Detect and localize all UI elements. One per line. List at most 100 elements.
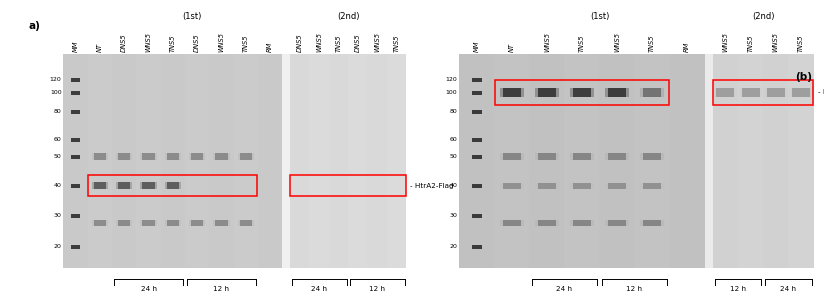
Text: - HtrA2-Flag: - HtrA2-Flag	[410, 183, 454, 189]
Bar	[535, 88, 538, 97]
Bar	[290, 54, 406, 268]
Bar	[608, 183, 626, 189]
Bar	[661, 153, 664, 160]
Text: DNS5: DNS5	[194, 33, 200, 52]
Text: DNS5: DNS5	[355, 33, 361, 52]
Bar	[185, 54, 209, 268]
Bar	[63, 54, 88, 268]
Bar	[472, 184, 482, 188]
Bar	[556, 153, 559, 160]
Text: 30: 30	[54, 213, 62, 218]
Text: 12 h: 12 h	[730, 286, 746, 292]
Bar	[626, 153, 629, 160]
Text: 12 h: 12 h	[369, 286, 385, 292]
Text: 100: 100	[50, 90, 62, 95]
Bar	[63, 54, 283, 268]
Bar	[252, 221, 254, 226]
Bar	[290, 54, 309, 268]
Bar	[204, 153, 205, 160]
Bar	[118, 182, 130, 189]
Bar	[71, 78, 80, 82]
Bar	[573, 183, 591, 189]
Bar	[538, 183, 556, 189]
Bar	[386, 54, 406, 268]
Text: DNS5: DNS5	[121, 33, 127, 52]
Bar	[605, 221, 608, 226]
Bar	[738, 54, 763, 268]
Bar	[626, 221, 629, 226]
Bar	[165, 221, 166, 226]
Bar	[789, 54, 813, 268]
Bar	[472, 155, 482, 159]
Bar	[191, 153, 204, 160]
Bar	[591, 183, 594, 189]
Bar	[213, 221, 215, 226]
Bar	[140, 153, 143, 160]
Bar	[143, 153, 155, 160]
Text: WNS5: WNS5	[146, 32, 152, 52]
Bar	[71, 214, 80, 218]
Bar	[118, 153, 130, 160]
Text: WNS5: WNS5	[723, 32, 728, 52]
Bar	[535, 183, 538, 189]
Bar	[640, 153, 643, 160]
Bar	[116, 153, 118, 160]
Bar	[734, 88, 737, 97]
Bar	[179, 153, 181, 160]
Bar	[495, 80, 669, 105]
Bar	[71, 110, 80, 114]
Bar	[538, 88, 556, 97]
Bar	[556, 221, 559, 226]
Bar	[71, 138, 80, 142]
Bar	[91, 221, 94, 226]
Text: TNS5: TNS5	[798, 35, 804, 52]
Bar	[591, 221, 594, 226]
Bar	[521, 153, 524, 160]
Bar	[238, 221, 240, 226]
Bar	[713, 54, 738, 268]
Bar	[503, 153, 521, 160]
Bar	[608, 88, 626, 97]
Bar	[810, 88, 812, 97]
Bar	[94, 153, 106, 160]
Bar	[792, 88, 810, 97]
Text: WNS5: WNS5	[773, 32, 779, 52]
Bar	[570, 88, 573, 97]
Bar	[329, 54, 348, 268]
Bar	[570, 221, 573, 226]
Bar	[538, 153, 556, 160]
Text: WNS5: WNS5	[218, 32, 224, 52]
Text: 100: 100	[446, 90, 457, 95]
Bar	[283, 54, 290, 268]
Bar	[460, 54, 705, 268]
Text: DNS5: DNS5	[297, 33, 302, 52]
Bar	[227, 153, 230, 160]
Text: TNS5: TNS5	[579, 35, 585, 52]
Bar	[472, 110, 482, 114]
Text: (2nd): (2nd)	[752, 12, 775, 21]
Bar	[472, 214, 482, 218]
Bar	[91, 182, 94, 189]
Bar	[529, 54, 564, 268]
Text: 20: 20	[449, 244, 457, 249]
Text: 80: 80	[54, 109, 62, 114]
Text: (1st): (1st)	[182, 12, 202, 21]
Text: TNS5: TNS5	[170, 35, 176, 52]
Bar	[626, 88, 629, 97]
Text: TNS5: TNS5	[649, 35, 655, 52]
Bar	[742, 88, 760, 97]
Bar	[161, 54, 185, 268]
Text: 30: 30	[449, 213, 457, 218]
Bar	[472, 78, 482, 82]
Bar	[789, 88, 792, 97]
Bar	[503, 183, 521, 189]
Bar	[503, 88, 521, 97]
Text: WNS5: WNS5	[374, 32, 380, 52]
Bar	[643, 153, 661, 160]
Bar	[661, 183, 664, 189]
Bar	[760, 88, 762, 97]
Bar	[472, 245, 482, 249]
Bar	[106, 221, 108, 226]
Bar	[190, 153, 191, 160]
Bar	[500, 183, 503, 189]
